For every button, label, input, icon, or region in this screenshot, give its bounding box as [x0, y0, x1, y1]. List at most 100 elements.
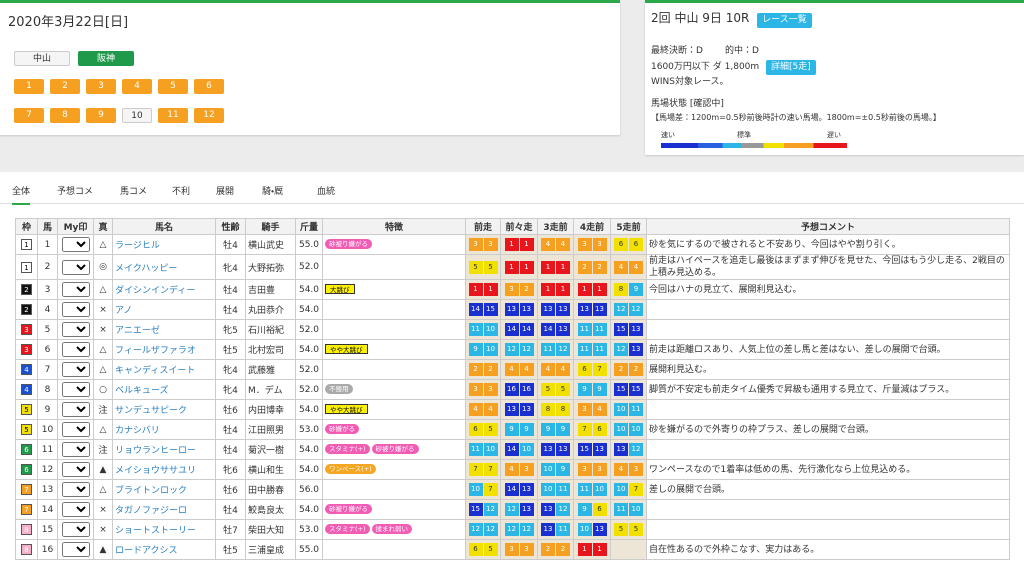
horse-name[interactable]: ロードアクシス [112, 539, 216, 560]
my-mark-select[interactable] [61, 362, 90, 377]
run-position: 12 [504, 523, 519, 536]
run-position: 1 [556, 260, 570, 274]
tab[interactable]: 予想コメ [57, 187, 94, 197]
waku-cell: 6 [15, 439, 38, 460]
run-position: 13 [592, 443, 607, 456]
horse-name[interactable]: リョウランヒーロー [112, 439, 216, 460]
race-button[interactable]: 3 [86, 79, 116, 94]
feature-badge: 大跳び [325, 284, 355, 295]
run-cell: 13 13 [537, 299, 574, 320]
horse-name[interactable]: メイショウササユリ [112, 459, 216, 480]
my-mark-cell [57, 479, 94, 500]
my-mark-select[interactable] [61, 342, 90, 357]
race-button[interactable]: 11 [158, 108, 188, 123]
run-position: 9 [468, 343, 483, 356]
my-mark-select[interactable] [61, 302, 90, 317]
horse-name[interactable]: ラージヒル [112, 234, 216, 255]
run-position: 11 [577, 323, 592, 336]
race-title-text: 2回 中山 9日 10R [651, 11, 750, 25]
decision-line: 最終決断：D 的中：D [651, 45, 759, 58]
horse-name[interactable]: カナシバリ [112, 419, 216, 440]
horse-name[interactable]: メイクハッピー [112, 254, 216, 280]
column-header: 4走前 [573, 218, 611, 235]
run-cell: 10 7 [610, 479, 647, 500]
detail-button[interactable]: 詳細[5走] [766, 60, 816, 75]
run-position: 3 [592, 463, 607, 476]
features-cell [322, 319, 466, 340]
run-position: 4 [504, 363, 519, 376]
race-button[interactable]: 4 [122, 79, 152, 94]
my-mark-select[interactable] [61, 462, 90, 477]
tab[interactable]: 全体 [12, 184, 31, 205]
my-mark-select[interactable] [61, 542, 90, 557]
my-mark-select[interactable] [61, 482, 90, 497]
my-mark-select[interactable] [61, 322, 90, 337]
horse-name[interactable]: フィールザファラオ [112, 339, 216, 360]
venue-button[interactable]: 阪神 [78, 51, 134, 66]
run-position: 1 [541, 283, 555, 296]
race-button[interactable]: 9 [86, 108, 116, 123]
run-cell: 13 11 [537, 519, 574, 540]
race-button[interactable]: 6 [194, 79, 224, 94]
horse-name[interactable]: ブライトンロック [112, 479, 216, 500]
my-mark-select[interactable] [61, 422, 90, 437]
my-mark-select[interactable] [61, 382, 90, 397]
condition: 1600万円以下 ダ 1,800m [651, 62, 760, 72]
horse-name[interactable]: タガノファジーロ [112, 499, 216, 520]
features-cell [322, 254, 466, 280]
comment: ワンペースなので1着率は低めの馬、先行激化なら上位見込める。 [646, 459, 1010, 480]
race-button[interactable]: 2 [50, 79, 80, 94]
tab[interactable]: 馬コメ [120, 187, 148, 197]
run-position: 10 [592, 483, 607, 496]
horse-name[interactable]: ベルキューズ [112, 379, 216, 400]
run-position: 5 [468, 260, 483, 274]
race-list-button[interactable]: レース一覧 [757, 13, 812, 28]
sex-age: 牡5 [215, 539, 246, 560]
horse-name[interactable]: ダイシンインディー [112, 279, 216, 300]
my-mark-select[interactable] [61, 502, 90, 517]
horse-name[interactable]: アノ [112, 299, 216, 320]
horse-name[interactable]: サンデュサピーク [112, 399, 216, 420]
horse-name[interactable]: アニエーゼ [112, 319, 216, 340]
features-cell: 不器用 [322, 379, 466, 400]
column-header: 前走 [465, 218, 501, 235]
run-position: 1 [541, 260, 555, 274]
venue-button[interactable]: 中山 [14, 51, 70, 66]
horse-name[interactable]: キャンディスイート [112, 359, 216, 380]
waku: 4 [21, 364, 32, 375]
race-button[interactable]: 5 [158, 79, 188, 94]
horse-row: 2 3 △ ダイシンインディー 牡4 吉田豊 54.0 大跳び 1 1 3 2 1 1 1 1 8 9 今回はハナの… [15, 279, 1010, 300]
my-mark-select[interactable] [61, 282, 90, 297]
jockey: 石川裕紀 [245, 319, 296, 340]
jockey: 鮫島良太 [245, 499, 296, 520]
tab[interactable]: 展開 [216, 187, 235, 197]
horse-row: 4 7 △ キャンディスイート 牝4 武藤雅 52.0 2 2 4 4 4 4 6 7 2 2 展開利見込む。 [15, 359, 1010, 380]
tab[interactable]: 騎・厩 [262, 187, 284, 197]
features-cell [322, 359, 466, 380]
features-cell: やや大跳び [322, 399, 466, 420]
my-mark-select[interactable] [61, 522, 90, 537]
run-position: 3 [468, 238, 483, 251]
run-position: 11 [592, 343, 607, 356]
jockey: 武藤雅 [245, 359, 296, 380]
column-header: 性齢 [215, 218, 246, 235]
race-button[interactable]: 7 [14, 108, 44, 123]
horse-number: 9 [37, 399, 58, 420]
my-mark-select[interactable] [61, 259, 90, 275]
my-mark-select[interactable] [61, 402, 90, 417]
race-button[interactable]: 1 [14, 79, 44, 94]
horse-name[interactable]: ショートストーリー [112, 519, 216, 540]
my-mark-select[interactable] [61, 442, 90, 457]
race-button[interactable]: 8 [50, 108, 80, 123]
tab[interactable]: 血統 [317, 187, 336, 197]
features-cell: ワンペース(+) [322, 459, 466, 480]
tab[interactable]: 不利 [172, 187, 191, 197]
race-button[interactable]: 10 [122, 108, 152, 123]
run-position: 11 [577, 343, 592, 356]
race-button[interactable]: 12 [194, 108, 224, 123]
my-mark-select[interactable] [61, 237, 90, 252]
